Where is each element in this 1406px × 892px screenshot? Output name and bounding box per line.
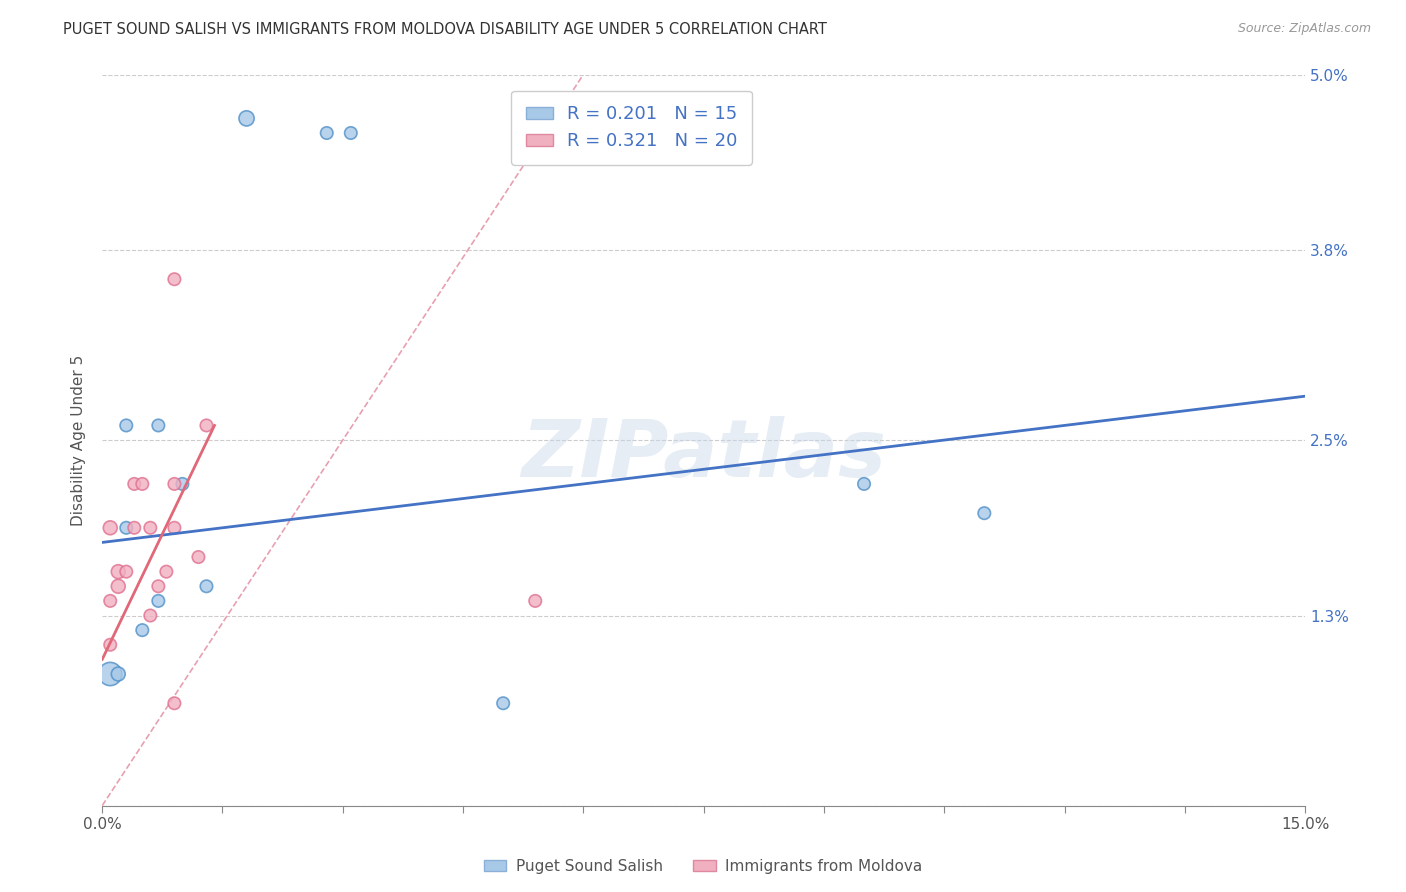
Text: Source: ZipAtlas.com: Source: ZipAtlas.com [1237,22,1371,36]
Point [235,112,257,126]
Point [195,418,218,433]
Point [98,521,121,535]
Point [195,579,218,593]
Legend: Puget Sound Salish, Immigrants from Moldova: Puget Sound Salish, Immigrants from Mold… [478,853,928,880]
Y-axis label: Disability Age Under 5: Disability Age Under 5 [72,354,86,525]
Point [131,623,153,637]
Point [98,638,121,652]
Point [524,594,547,608]
Point [172,477,194,491]
Point [148,418,170,433]
Text: PUGET SOUND SALISH VS IMMIGRANTS FROM MOLDOVA DISABILITY AGE UNDER 5 CORRELATION: PUGET SOUND SALISH VS IMMIGRANTS FROM MO… [63,22,827,37]
Point [107,579,129,593]
Point [115,418,138,433]
Point [124,521,146,535]
Point [98,667,121,681]
Point [148,579,170,593]
Text: ZIPatlas: ZIPatlas [522,416,886,493]
Point [973,506,995,520]
Point [107,565,129,579]
Legend: R = 0.201   N = 15, R = 0.321   N = 20: R = 0.201 N = 15, R = 0.321 N = 20 [510,91,752,165]
Point [98,594,121,608]
Point [155,565,177,579]
Point [148,594,170,608]
Point [163,272,186,286]
Point [315,126,337,140]
Point [853,477,876,491]
Point [107,667,129,681]
Point [115,565,138,579]
Point [492,696,515,710]
Point [124,477,146,491]
Point [340,126,363,140]
Point [163,477,186,491]
Point [115,521,138,535]
Point [187,549,209,564]
Point [163,696,186,710]
Point [139,521,162,535]
Point [131,477,153,491]
Point [139,608,162,623]
Point [163,521,186,535]
